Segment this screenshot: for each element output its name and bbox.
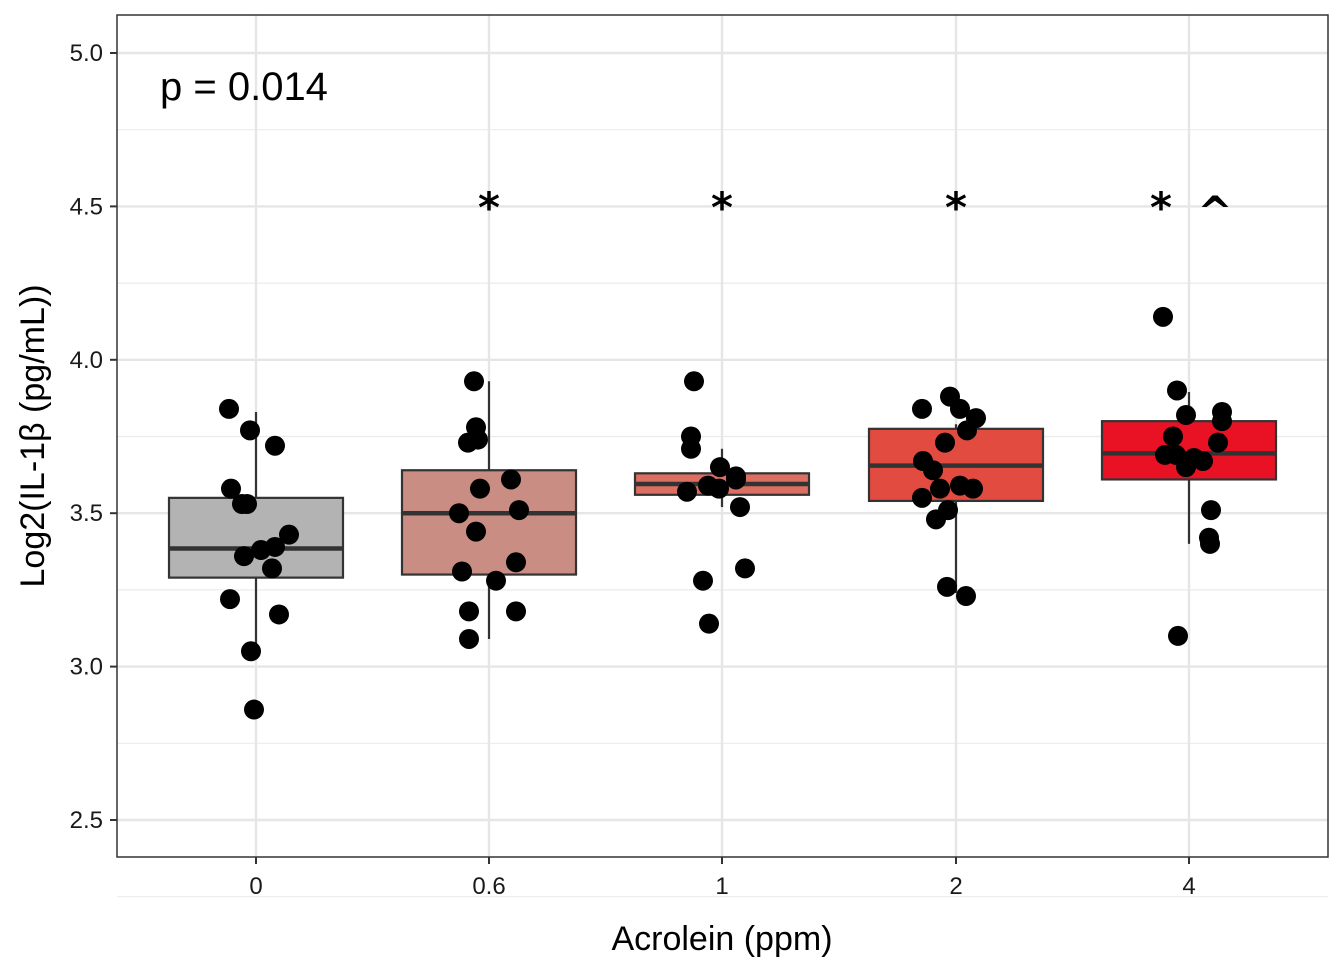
data-point: [220, 589, 240, 610]
data-point: [1212, 411, 1232, 432]
data-point: [241, 641, 261, 662]
data-point: [1193, 451, 1213, 472]
y-tick-label: 3.5: [70, 500, 103, 527]
data-point: [219, 398, 239, 419]
x-axis-title: Acrolein (ppm): [611, 920, 832, 958]
data-point: [1208, 432, 1228, 453]
data-point: [1176, 405, 1196, 426]
x-tick-label: 4: [1182, 873, 1195, 900]
data-point: [1153, 306, 1173, 327]
data-point: [930, 478, 950, 499]
y-tick-label: 4.5: [70, 193, 103, 220]
data-point: [730, 497, 750, 518]
data-point: [699, 613, 719, 634]
data-point: [684, 371, 704, 392]
y-tick-label: 3.0: [70, 654, 103, 681]
data-point: [1163, 426, 1183, 447]
data-point: [466, 521, 486, 542]
data-point: [1201, 500, 1221, 521]
data-point: [709, 478, 729, 499]
data-point: [464, 371, 484, 392]
data-point: [1167, 380, 1187, 401]
data-point: [693, 570, 713, 591]
data-point: [956, 586, 976, 607]
data-point: [486, 570, 506, 591]
data-point: [1176, 457, 1196, 478]
x-tick-label: 2: [949, 873, 962, 900]
y-axis: 2.5 3.0 3.5 4.0 4.5 5.0: [70, 40, 117, 834]
data-point: [501, 469, 521, 490]
data-point: [265, 536, 285, 557]
data-point: [1200, 533, 1220, 554]
significance-caret: ^: [1197, 187, 1232, 236]
data-point: [912, 398, 932, 419]
x-axis: 0 0.6 1 2 4: [249, 857, 1196, 900]
x-tick-label: 0.6: [472, 873, 505, 900]
significance-star: *: [478, 183, 500, 232]
x-tick-label: 1: [715, 873, 728, 900]
data-point: [459, 601, 479, 622]
points-layer: [219, 306, 1232, 720]
significance-markers: * * * * ^: [478, 183, 1233, 236]
data-point: [232, 493, 252, 514]
data-point: [458, 432, 478, 453]
data-point: [1168, 625, 1188, 646]
data-point: [957, 420, 977, 441]
y-tick-label: 5.0: [70, 40, 103, 67]
data-point: [221, 478, 241, 499]
data-point: [509, 500, 529, 521]
data-point: [912, 487, 932, 508]
box-group-0: [167, 411, 345, 649]
data-point: [926, 509, 946, 530]
data-point: [265, 435, 285, 456]
data-point: [279, 524, 299, 545]
significance-star: *: [711, 183, 733, 232]
data-point: [262, 558, 282, 579]
data-point: [950, 398, 970, 419]
data-point: [710, 457, 730, 478]
data-point: [506, 601, 526, 622]
data-point: [240, 420, 260, 441]
data-point: [937, 576, 957, 597]
y-tick-label: 4.0: [70, 347, 103, 374]
data-point: [470, 478, 490, 499]
data-point: [506, 552, 526, 573]
data-point: [963, 478, 983, 499]
data-point: [459, 628, 479, 649]
data-point: [681, 438, 701, 459]
data-point: [244, 699, 264, 720]
x-tick-label: 0: [249, 873, 262, 900]
p-value-annotation: p = 0.014: [160, 65, 328, 109]
data-point: [726, 469, 746, 490]
data-point: [735, 558, 755, 579]
box-iqr: [167, 496, 345, 579]
data-point: [449, 503, 469, 524]
data-point: [452, 561, 472, 582]
data-point: [269, 604, 289, 625]
y-axis-title: Log2(IL-1β (pg/mL)): [14, 284, 52, 587]
data-point: [935, 432, 955, 453]
y-tick-label: 2.5: [70, 807, 103, 834]
significance-star: *: [1150, 183, 1172, 232]
data-point: [923, 460, 943, 481]
significance-star: *: [945, 183, 967, 232]
data-point: [677, 481, 697, 502]
data-point: [234, 546, 254, 567]
